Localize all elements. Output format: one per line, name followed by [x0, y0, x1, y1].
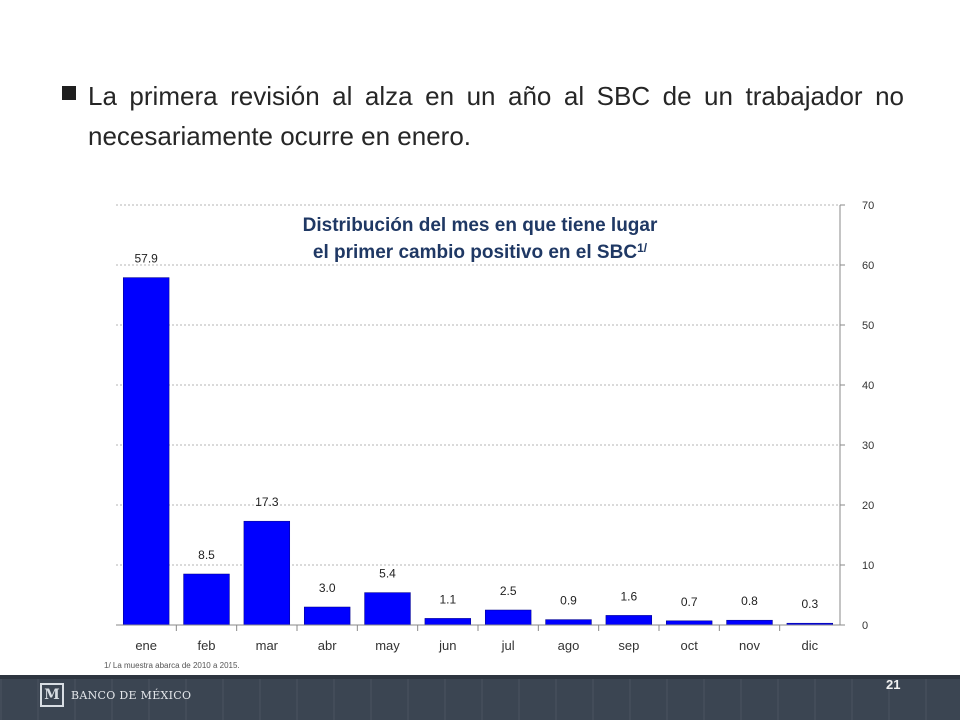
bar-may [364, 592, 411, 626]
data-label-ago: 0.9 [560, 594, 577, 608]
x-tick-label-feb: feb [197, 638, 215, 653]
bar-jun [424, 618, 472, 626]
bank-logo-icon: M [40, 683, 64, 707]
y-tick-label: 50 [862, 320, 874, 332]
data-label-may: 5.4 [379, 567, 396, 581]
data-label-jul: 2.5 [500, 584, 517, 598]
chart-title-line2-wrap: el primer cambio positivo en el SBC1/ [180, 239, 780, 266]
y-tick-label: 30 [862, 440, 874, 452]
footer-bar: M BANCO DE MÉXICO [0, 675, 960, 720]
page-number: 21 [886, 677, 901, 692]
data-label-nov: 0.8 [741, 594, 758, 608]
bar-feb [183, 573, 230, 626]
data-label-sep: 1.6 [620, 589, 637, 603]
x-tick-label-dic: dic [802, 638, 819, 653]
x-tick-label-ene: ene [135, 638, 157, 653]
footer-band [0, 675, 960, 679]
data-label-ene: 57.9 [134, 252, 158, 266]
y-tick-label: 10 [862, 560, 874, 572]
chart-title-line2: el primer cambio positivo en el SBC [312, 242, 638, 263]
bank-logo-text: BANCO DE MÉXICO [71, 688, 192, 702]
data-label-dic: 0.3 [801, 597, 818, 611]
y-tick-label: 60 [862, 260, 874, 272]
x-tick-label-nov: nov [739, 638, 760, 653]
bar-ago [545, 619, 592, 626]
chart-title: Distribución del mes en que tiene lugar … [180, 212, 780, 266]
x-tick-label-sep: sep [618, 638, 639, 653]
x-tick-label-jul: jul [501, 638, 515, 653]
y-tick-label: 20 [862, 500, 874, 512]
chart-title-line1: Distribución del mes en que tiene lugar [302, 215, 658, 236]
bar-sep [605, 615, 653, 626]
bar-abr [303, 606, 351, 626]
bar-mar [243, 520, 291, 626]
bar-ene [122, 277, 170, 626]
bullet-marker [62, 86, 76, 100]
y-tick-label: 40 [862, 380, 874, 392]
x-tick-label-abr: abr [318, 638, 337, 653]
bar-jul [484, 609, 532, 626]
bar-chart: 0 10 20 30 40 50 60 70 57.9 ene 8.5 feb 17.3 mar 3.0 ab… [116, 200, 874, 653]
bank-logo: M BANCO DE MÉXICO [40, 683, 191, 707]
x-tick-label-may: may [375, 638, 400, 653]
bar-nov [726, 619, 773, 626]
chart-title-superscript: 1/ [637, 241, 648, 255]
x-tick-label-mar: mar [256, 638, 279, 653]
x-tick-label-ago: ago [558, 638, 580, 653]
footnote: 1/ La muestra abarca de 2010 a 2015. [104, 661, 240, 670]
y-tick-label: 0 [862, 620, 868, 632]
bar-oct [665, 620, 713, 626]
y-tick-label: 70 [862, 200, 874, 212]
x-tick-label-jun: jun [438, 638, 456, 653]
data-label-feb: 8.5 [198, 548, 215, 562]
x-tick-label-oct: oct [680, 638, 698, 653]
data-label-mar: 17.3 [255, 495, 279, 509]
data-label-abr: 3.0 [319, 581, 336, 595]
bullet-text: La primera revisión al alza en un año al… [88, 81, 904, 151]
footer-pattern [0, 675, 960, 720]
bullet-point: La primera revisión al alza en un año al… [62, 76, 904, 156]
data-label-oct: 0.7 [681, 595, 698, 609]
data-label-jun: 1.1 [439, 592, 456, 606]
